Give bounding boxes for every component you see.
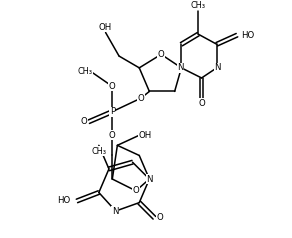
Text: O: O: [138, 94, 144, 103]
Text: O: O: [80, 117, 87, 126]
Text: O: O: [133, 186, 139, 195]
Text: OH: OH: [99, 23, 112, 32]
Text: O: O: [198, 99, 205, 108]
Text: P: P: [110, 107, 115, 116]
Text: CH₃: CH₃: [91, 147, 106, 156]
Text: N: N: [214, 63, 221, 72]
Text: O: O: [156, 213, 163, 222]
Text: HO: HO: [58, 196, 71, 205]
Text: N: N: [146, 174, 153, 183]
Text: HO: HO: [241, 31, 254, 40]
Text: OH: OH: [139, 131, 152, 140]
Text: O: O: [109, 82, 116, 91]
Text: CH₃: CH₃: [191, 1, 206, 10]
Text: N: N: [112, 207, 118, 216]
Text: N: N: [178, 63, 184, 72]
Text: O: O: [158, 50, 164, 59]
Text: O: O: [109, 131, 116, 140]
Text: CH₃: CH₃: [78, 67, 93, 76]
